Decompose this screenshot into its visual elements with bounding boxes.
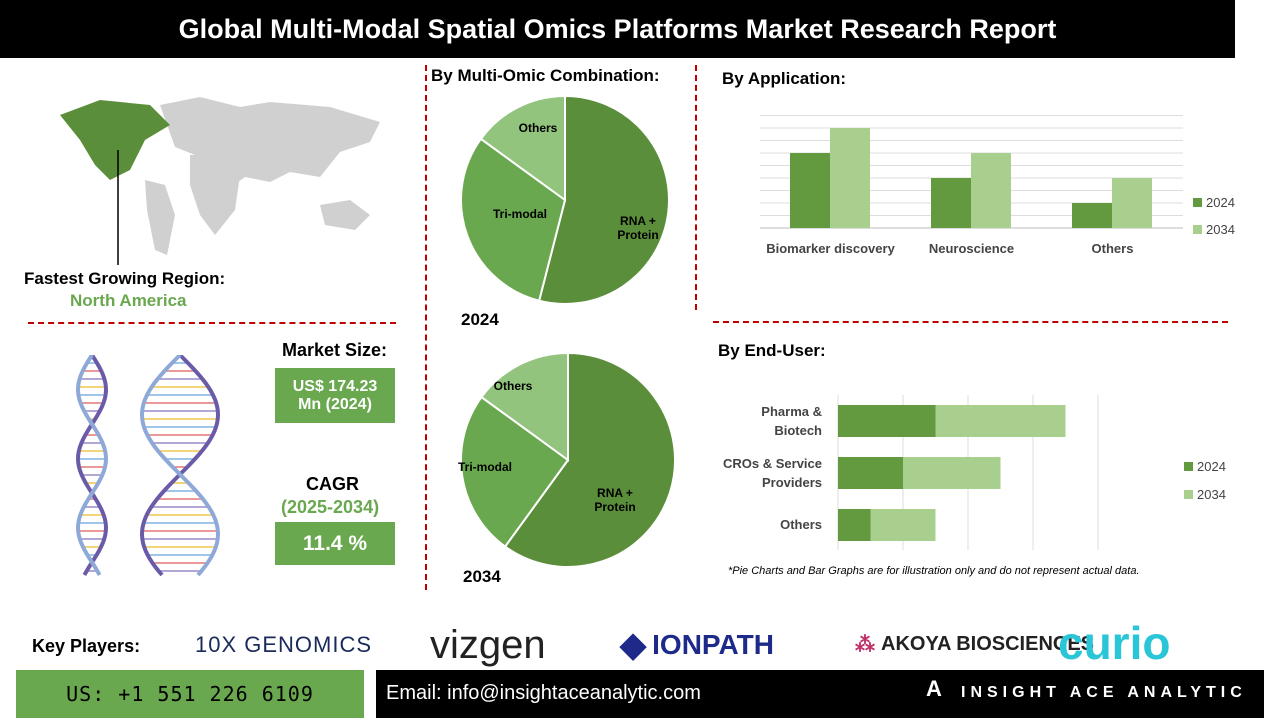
bar-2034 [870, 509, 936, 541]
brand-name: INSIGHT ACE ANALYTIC [961, 684, 1247, 701]
application-title: By Application: [722, 69, 847, 88]
market-size-value: US$ 174.23 [292, 377, 378, 395]
report-title: Global Multi-Modal Spatial Omics Platfor… [0, 0, 1235, 58]
pie-chart-2024: RNA + Protein Tri-modal Others [460, 94, 670, 305]
pie-label: Others [519, 121, 558, 135]
bar-2024 [931, 178, 971, 228]
divider [28, 322, 396, 324]
cagr-value: 11.4 % [275, 522, 395, 565]
region-label: Fastest Growing Region: [24, 269, 226, 288]
legend-swatch [1193, 198, 1202, 207]
category-label: Others [1092, 241, 1134, 256]
phone-contact[interactable]: US: +1 551 226 6109 [16, 670, 364, 718]
category-label: Biomarker discovery [766, 241, 895, 256]
legend-label: 2024 [1206, 195, 1235, 210]
north-america-region [60, 100, 170, 180]
market-size-year: Mn (2024) [298, 395, 372, 413]
bar-2034 [935, 405, 1066, 437]
category-label: Pharma & Biotech [761, 404, 822, 438]
logo-ionpath: ◆ IONPATH [620, 626, 774, 664]
ionpath-icon: ◆ [620, 626, 647, 664]
key-players-label: Key Players: [32, 636, 141, 656]
dna-strand [76, 355, 109, 576]
legend-label: 2024 [1197, 459, 1226, 474]
bar-2024 [838, 457, 903, 489]
email-contact[interactable]: Email: info@insightaceanalytic.com [386, 682, 701, 704]
divider [695, 65, 697, 310]
pie-label: RNA + Protein [617, 214, 658, 242]
logo-curio: curio [1058, 617, 1171, 669]
legend-swatch [1184, 462, 1193, 471]
end-user-title: By End-User: [718, 341, 826, 360]
bar-2024 [838, 509, 871, 541]
application-bar-chart: Biomarker discovery Neuroscience Others 202… [760, 115, 1235, 256]
divider [425, 65, 427, 590]
cagr-label: CAGR [306, 474, 359, 494]
logo-akoya: ⁂ AKOYA BIOSCIENCES [855, 633, 1095, 656]
bar-2034 [903, 457, 1001, 489]
legend-label: 2034 [1206, 222, 1235, 237]
pie-label: Tri-modal [458, 460, 512, 474]
pie-year-2034: 2034 [463, 567, 501, 586]
pie-year-2024: 2024 [461, 310, 499, 329]
dna-illustration [75, 355, 221, 577]
pie-label: Others [494, 379, 533, 393]
logo-10x-genomics: 10X GENOMICS [195, 632, 373, 657]
bar-2034 [830, 128, 870, 228]
legend-swatch [1193, 225, 1202, 234]
pie-slice [537, 94, 670, 305]
footer-bar: Email: info@insightaceanalytic.com A INS… [376, 670, 1264, 718]
pie-slice [479, 94, 566, 202]
pie-slice [460, 395, 570, 548]
end-user-bar-chart: Pharma & Biotech CROs & Service Providers Ot… [723, 395, 1226, 550]
dna-strand [140, 355, 221, 577]
pie-label: Tri-modal [493, 207, 547, 221]
category-label: CROs & Service Providers [723, 456, 822, 490]
pie-slice [460, 137, 567, 302]
cagr-period: (2025-2034) [281, 497, 380, 517]
market-size-box: US$ 174.23 Mn (2024) [275, 368, 395, 423]
brand-logo-icon: A [926, 676, 942, 701]
pie-title: By Multi-Omic Combination: [431, 66, 660, 85]
bar-2034 [1112, 178, 1152, 228]
logo-vizgen: vizgen [430, 622, 546, 667]
akoya-dots-icon: ⁂ [855, 634, 875, 656]
bar-2024 [1072, 203, 1112, 228]
legend-label: 2034 [1197, 487, 1226, 502]
bar-2024 [838, 405, 936, 437]
dna-strand [139, 355, 220, 577]
region-value: North America [70, 291, 187, 310]
category-label: Others [780, 517, 822, 532]
divider [713, 321, 1228, 323]
market-size-label: Market Size: [282, 340, 388, 360]
pie-slice [503, 351, 676, 568]
bar-2034 [971, 153, 1011, 228]
pie-chart-2034: RNA + Protein Tri-modal Others [458, 351, 676, 568]
pie-slice [480, 351, 569, 462]
disclaimer: *Pie Charts and Bar Graphs are for illus… [728, 565, 1140, 577]
dna-strand [75, 355, 108, 576]
category-label: Neuroscience [929, 241, 1014, 256]
bar-2024 [790, 153, 830, 228]
world-map [60, 97, 380, 265]
pie-label: RNA + Protein [594, 486, 635, 514]
legend-swatch [1184, 490, 1193, 499]
